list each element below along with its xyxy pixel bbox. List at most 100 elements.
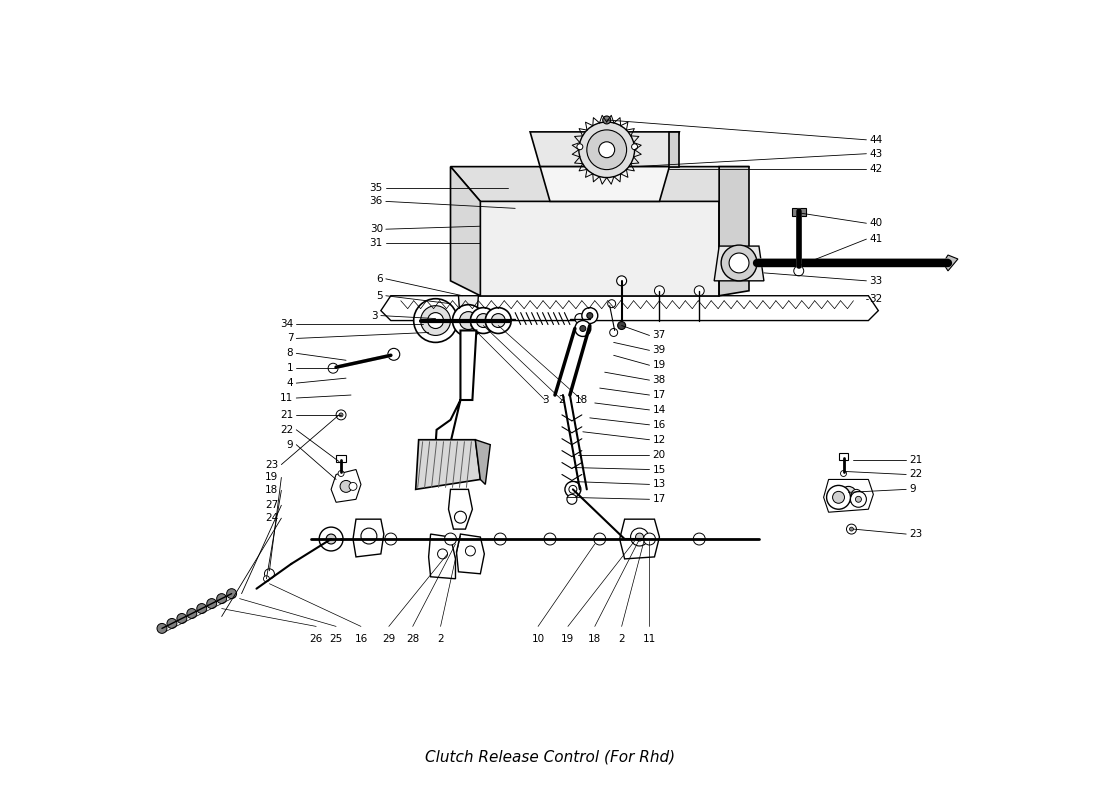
Polygon shape: [530, 132, 680, 166]
Circle shape: [586, 130, 627, 170]
Circle shape: [598, 142, 615, 158]
Circle shape: [617, 276, 627, 286]
Circle shape: [465, 546, 475, 556]
Polygon shape: [416, 440, 481, 490]
Text: 22: 22: [280, 425, 294, 434]
Text: 25: 25: [330, 634, 343, 644]
Circle shape: [582, 308, 597, 323]
Circle shape: [454, 511, 466, 523]
Circle shape: [444, 533, 456, 545]
Circle shape: [840, 470, 847, 477]
Polygon shape: [540, 166, 670, 202]
Text: 16: 16: [652, 420, 666, 430]
Text: 39: 39: [652, 346, 666, 355]
Text: 4: 4: [287, 378, 294, 388]
Circle shape: [794, 266, 804, 276]
Polygon shape: [451, 166, 749, 202]
Text: 5: 5: [376, 290, 383, 301]
Text: 12: 12: [652, 434, 666, 445]
Circle shape: [207, 598, 217, 609]
Circle shape: [856, 496, 861, 502]
Circle shape: [826, 486, 850, 510]
Text: 16: 16: [354, 634, 367, 644]
Text: 38: 38: [652, 375, 666, 385]
Text: 14: 14: [652, 405, 666, 415]
Circle shape: [264, 569, 274, 578]
Circle shape: [460, 312, 477, 330]
Circle shape: [197, 603, 207, 614]
Text: 33: 33: [869, 276, 882, 286]
Text: 21: 21: [280, 410, 294, 420]
Text: 20: 20: [652, 450, 666, 460]
Circle shape: [494, 533, 506, 545]
Circle shape: [326, 534, 337, 544]
Polygon shape: [434, 330, 476, 459]
Polygon shape: [451, 166, 481, 296]
Circle shape: [544, 533, 556, 545]
Polygon shape: [449, 490, 472, 529]
Text: 28: 28: [406, 634, 419, 644]
Text: 26: 26: [309, 634, 322, 644]
Text: 9: 9: [910, 484, 916, 494]
Text: 2: 2: [559, 395, 565, 405]
Text: 27: 27: [265, 500, 278, 510]
Text: 2: 2: [618, 634, 625, 644]
Polygon shape: [670, 132, 680, 166]
Circle shape: [217, 594, 227, 603]
Circle shape: [603, 116, 611, 124]
Circle shape: [849, 527, 854, 531]
Text: 37: 37: [652, 330, 666, 341]
Polygon shape: [429, 534, 455, 578]
Text: 15: 15: [652, 465, 666, 474]
Text: 10: 10: [531, 634, 544, 644]
Text: 1: 1: [287, 363, 294, 374]
Text: 32: 32: [869, 294, 882, 304]
Polygon shape: [331, 470, 361, 502]
Circle shape: [644, 533, 656, 545]
Circle shape: [586, 313, 593, 318]
Polygon shape: [619, 519, 659, 559]
Text: 42: 42: [869, 164, 882, 174]
Text: 18: 18: [575, 395, 589, 405]
Circle shape: [385, 533, 397, 545]
Text: Clutch Release Control (For Rhd): Clutch Release Control (For Rhd): [425, 750, 675, 765]
Text: 7: 7: [287, 334, 294, 343]
Polygon shape: [714, 246, 763, 281]
Circle shape: [328, 363, 338, 373]
Circle shape: [840, 486, 857, 502]
Text: 43: 43: [869, 149, 882, 158]
Polygon shape: [943, 255, 958, 271]
Circle shape: [177, 614, 187, 623]
Circle shape: [264, 576, 270, 582]
Polygon shape: [459, 296, 478, 380]
Text: 18: 18: [265, 486, 278, 495]
Circle shape: [565, 482, 581, 498]
Text: 23: 23: [910, 529, 923, 539]
Circle shape: [339, 413, 343, 417]
Text: 2: 2: [437, 634, 444, 644]
Circle shape: [227, 589, 236, 598]
Circle shape: [569, 486, 576, 494]
Circle shape: [693, 533, 705, 545]
Polygon shape: [475, 440, 491, 485]
Text: 21: 21: [910, 454, 923, 465]
Text: 29: 29: [382, 634, 395, 644]
Circle shape: [476, 314, 491, 327]
Circle shape: [630, 528, 649, 546]
Text: 44: 44: [869, 135, 882, 145]
Polygon shape: [838, 453, 848, 459]
Text: 13: 13: [652, 479, 666, 490]
Circle shape: [492, 314, 505, 327]
Circle shape: [722, 245, 757, 281]
Circle shape: [575, 314, 585, 323]
Circle shape: [361, 528, 377, 544]
Text: 8: 8: [287, 348, 294, 358]
Text: 30: 30: [370, 224, 383, 234]
Circle shape: [388, 348, 399, 360]
Circle shape: [414, 298, 458, 342]
Text: 3: 3: [541, 395, 548, 405]
Circle shape: [187, 609, 197, 618]
Circle shape: [580, 326, 586, 331]
Circle shape: [438, 549, 448, 559]
Polygon shape: [381, 296, 878, 321]
